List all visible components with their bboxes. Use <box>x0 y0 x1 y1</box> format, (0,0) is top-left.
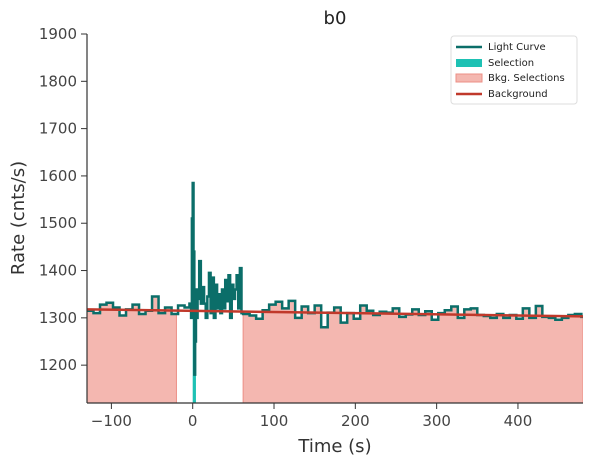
legend-bkg-selections-swatch <box>455 73 483 83</box>
background-model-line <box>87 308 583 318</box>
x-tick-label--100: −100 <box>91 412 132 430</box>
y-tick-label-1900: 1900 <box>39 25 77 43</box>
legend-bkg-selections-label: Bkg. Selections <box>488 73 565 84</box>
legend-selection-label: Selection <box>488 58 534 69</box>
legend-light-curve-label: Light Curve <box>488 42 546 53</box>
y-tick-label-1500: 1500 <box>39 214 77 232</box>
plot-area <box>87 181 583 403</box>
legend-background-label: Background <box>488 89 548 100</box>
light-curve-line <box>87 181 583 376</box>
legend: Light Curve Selection Bkg. Selections Ba… <box>450 35 578 105</box>
x-tick-label-300: 300 <box>422 412 451 430</box>
y-tick-label-1700: 1700 <box>39 120 77 138</box>
y-tick-label-1400: 1400 <box>39 262 77 280</box>
y-tick-label-1800: 1800 <box>39 72 77 90</box>
y-tick-label-1200: 1200 <box>39 356 77 374</box>
y-tick-label-1300: 1300 <box>39 309 77 327</box>
legend-selection-swatch <box>456 59 482 67</box>
legend-box <box>450 35 578 105</box>
y-axis-label: Rate (cnts/s) <box>8 161 29 275</box>
y-tick-label-1600: 1600 <box>39 167 77 185</box>
x-tick-label-200: 200 <box>341 412 370 430</box>
x-tick-label-400: 400 <box>504 412 533 430</box>
x-tick-label-100: 100 <box>260 412 289 430</box>
x-tick-label-0: 0 <box>188 412 198 430</box>
x-axis-label: Time (s) <box>297 436 371 457</box>
chart-title: b0 <box>324 8 347 29</box>
